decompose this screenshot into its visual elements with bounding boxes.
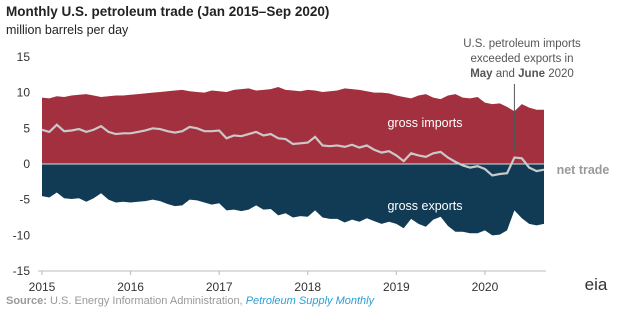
y-tick-label: -10	[13, 228, 31, 242]
plot-area: -15 -10 -5 0 5 10 15 2015 2016 2017 2018 2019 2020 gr…	[13, 50, 610, 294]
y-axis-label: million barrels per day	[6, 23, 129, 37]
x-tick-label: 2016	[117, 280, 144, 294]
x-tick-label: 2019	[383, 280, 410, 294]
source-label: Source:	[6, 295, 47, 307]
annotation: 2020	[548, 68, 574, 80]
net-line	[41, 123, 545, 177]
annotation-bold: June	[518, 68, 545, 80]
y-tick-label: 15	[17, 50, 31, 64]
x-tick-label: 2015	[29, 280, 56, 294]
y-tick-label: -15	[13, 264, 31, 278]
series-label: gross exports	[387, 199, 462, 213]
annotation: exceeded exports in	[471, 53, 574, 65]
x-tick-label: 2017	[206, 280, 233, 294]
source-link[interactable]: Petroleum Supply Monthly	[246, 295, 376, 307]
y-tick-label: 10	[17, 86, 31, 100]
annotation: May and June 2020	[470, 68, 574, 80]
source: Source: U.S. Energy Information Administ…	[6, 295, 376, 307]
annotation: and	[496, 68, 515, 80]
source-text: U.S. Energy Information Administration,	[50, 295, 243, 307]
area	[42, 164, 544, 236]
y-tick-label: 0	[23, 157, 30, 171]
annotation-bold: May	[470, 68, 493, 80]
logo: eia	[585, 275, 608, 294]
chart-title: Monthly U.S. petroleum trade (Jan 2015–S…	[6, 4, 329, 19]
x-tick-label: 2018	[294, 280, 321, 294]
annotation: U.S. petroleum imports	[463, 38, 581, 50]
y-tick-label: -5	[19, 193, 30, 207]
area	[42, 86, 544, 164]
series-label: gross imports	[387, 116, 462, 130]
series-label: net trade	[557, 163, 610, 177]
y-tick-label: 5	[23, 121, 30, 135]
x-tick-label: 2020	[472, 280, 499, 294]
